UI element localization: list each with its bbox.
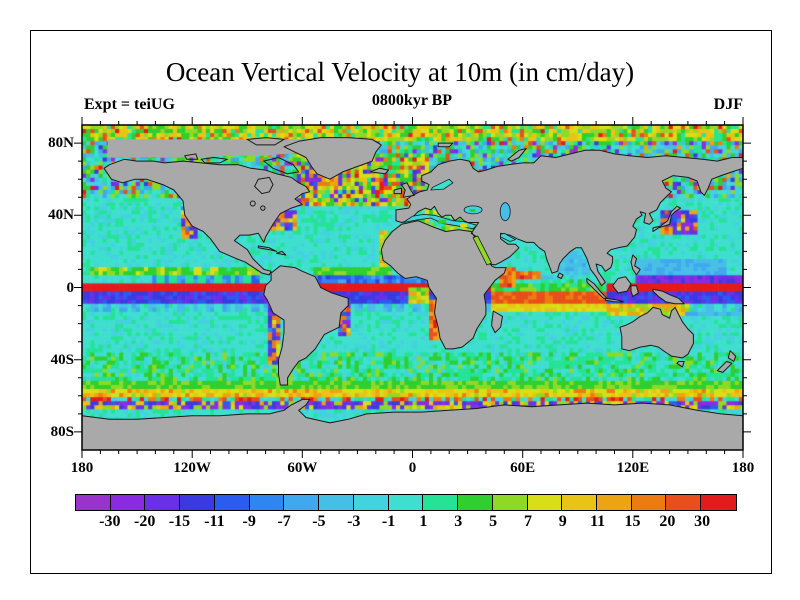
season-label: DJF	[713, 96, 743, 113]
colorbar-segment	[527, 495, 563, 510]
colorbar-segment	[423, 495, 459, 510]
lon-tick-label: 60W	[287, 460, 318, 476]
lon-tick-label: 120W	[173, 460, 211, 476]
lat-tick-label: 0	[66, 279, 75, 296]
colorbar-tick-label: -20	[134, 513, 156, 530]
colorbar-tick-label: -3	[347, 513, 361, 530]
colorbar-tick-label: 11	[590, 513, 606, 530]
great-lakes-outline	[249, 200, 256, 207]
great-lakes-outline	[260, 205, 266, 211]
med-yellow-patch	[460, 223, 468, 228]
colorbar-segment	[145, 495, 181, 510]
colorbar-segment	[666, 495, 702, 510]
island-and-bay-outlines	[184, 137, 300, 195]
caspian-sea	[499, 202, 511, 222]
colorbar-segment	[214, 495, 250, 510]
black-sea-green-patch	[469, 208, 476, 212]
colorbar-tick-label: -7	[277, 513, 291, 530]
colorbar-segment	[180, 495, 215, 510]
colorbar-segment	[492, 495, 528, 510]
colorbar	[75, 494, 737, 511]
experiment-label: Expt = teiUG	[84, 96, 175, 113]
colorbar-tick-label: 3	[454, 513, 463, 530]
colorbar-segment	[458, 495, 493, 510]
lon-tick-label: 180	[731, 460, 755, 476]
time-label: 0800kyr BP	[371, 92, 453, 109]
colorbar-segment	[284, 495, 320, 510]
lat-tick-label: 80S	[50, 423, 74, 440]
red-sea	[472, 235, 493, 266]
lat-tick-label: 40N	[48, 207, 74, 224]
colorbar-tick-label: -15	[168, 513, 191, 530]
baltic-sea	[430, 178, 454, 191]
lat-tick-label: 40S	[50, 351, 74, 368]
lon-tick-label: 0	[408, 460, 417, 476]
colorbar-tick-label: 30	[694, 513, 711, 530]
colorbar-tick-label: -9	[242, 513, 256, 530]
med-green-patch	[438, 219, 447, 224]
colorbar-segment	[319, 495, 354, 510]
colorbar-segment	[701, 495, 736, 510]
map-overlay-continents-ticks	[74, 117, 751, 458]
colorbar-segment	[76, 495, 111, 510]
colorbar-tick-label: 15	[624, 513, 641, 530]
lon-tick-label: 120E	[616, 460, 650, 476]
lat-tick-label: 80N	[48, 135, 74, 152]
continents	[81, 137, 744, 451]
axis-ticks	[74, 117, 751, 458]
lon-tick-label: 60E	[510, 460, 536, 476]
colorbar-segment	[353, 495, 389, 510]
colorbar-tick-label: -5	[312, 513, 326, 530]
plot-title: Ocean Vertical Velocity at 10m (in cm/da…	[165, 57, 635, 87]
colorbar-segment	[597, 495, 632, 510]
colorbar-segment	[388, 495, 424, 510]
colorbar-tick-label: 20	[659, 513, 676, 530]
colorbar-tick-label: -11	[204, 513, 225, 530]
colorbar-tick-label: 7	[523, 513, 532, 530]
colorbar-tick-label: -1	[381, 513, 396, 530]
colorbar-tick-label: 1	[419, 513, 428, 530]
colorbar-tick-label: -30	[99, 513, 121, 530]
lon-tick-label: 180	[70, 460, 94, 476]
colorbar-segment	[562, 495, 598, 510]
colorbar-segment	[110, 495, 146, 510]
colorbar-segment	[631, 495, 667, 510]
colorbar-segment	[249, 495, 285, 510]
persian-gulf	[500, 232, 517, 242]
colorbar-tick-label: 5	[489, 513, 498, 530]
colorbar-tick-label: 9	[558, 513, 567, 530]
figure-frame	[30, 30, 772, 574]
